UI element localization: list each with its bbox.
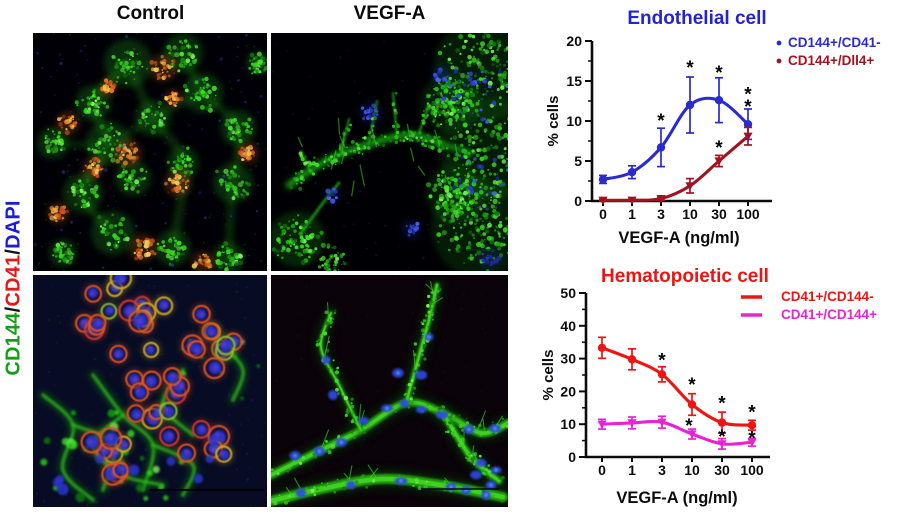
x-axis-label: VEGF-A (ng/ml) [618,229,739,247]
y-axis-label: % cells [545,96,562,147]
significance-star: * [658,351,666,372]
svg-text:30: 30 [711,206,727,222]
significance-star: * [688,375,696,396]
stain-cd144-label: CD144 [2,312,25,376]
significance-star: * [686,58,694,79]
legend-marker-dot [776,58,782,64]
axis-ticks [585,40,749,206]
significance-star: * [657,111,665,132]
stain-slash-1: / [2,306,25,313]
significance-star: * [715,138,723,159]
svg-text:0: 0 [568,449,576,465]
stain-label: CD144/CD41/DAPI [3,200,26,375]
legend-label: CD41+/CD144- [781,289,874,304]
svg-text:3: 3 [657,206,665,222]
svg-text:20: 20 [566,33,582,49]
significance-star: * [748,402,756,423]
svg-text:15: 15 [566,73,582,89]
significance-annotations: ** **** [657,58,752,159]
legend-label: CD41+/CD144+ [781,307,877,322]
svg-text:10: 10 [560,416,576,432]
significance-star: * [744,97,752,118]
axis-ticks [579,292,753,462]
stain-dapi-label: DAPI [2,200,25,249]
axes [584,293,770,459]
significance-star: * [718,427,726,448]
significance-star: * [718,393,726,414]
svg-text:10: 10 [684,462,700,478]
significance-star: * [744,84,752,105]
chart-hematopoietic-cell: 0 10 20 30 40 50 0 1 3 10 30 100 % cells VEGF-A (ng/m… [540,266,877,507]
stain-slash-2: / [2,248,25,255]
legend-marker-dot [776,40,782,46]
svg-text:5: 5 [574,153,582,169]
stain-cd41-label: CD41 [2,254,25,307]
axis-tick-labels: 0 10 20 30 40 50 0 1 3 10 30 100 [560,285,763,478]
series-CD41+/CD144+ [597,415,757,450]
svg-text:1: 1 [628,206,636,222]
svg-text:30: 30 [560,351,576,367]
significance-star: * [715,63,723,84]
significance-star: * [748,428,756,449]
x-axis-label: VEGF-A (ng/ml) [616,489,737,507]
svg-text:100: 100 [736,206,760,222]
chart-title: Endothelial cell [627,8,766,29]
svg-text:0: 0 [574,193,582,209]
axis-tick-labels: 0 5 10 15 20 0 1 3 10 30 100 [566,33,759,222]
micrograph-vegfa-hematopoietic [271,275,508,507]
legend: CD144+/CD41- CD144+/Dll4+ [776,35,881,68]
svg-text:0: 0 [598,462,606,478]
svg-text:0: 0 [599,206,607,222]
series-CD144+/Dll4+ [598,126,753,205]
column-header-vegfa: VEGF-A [353,3,426,24]
chart-title: Hematopoietic cell [601,266,769,287]
svg-text:50: 50 [560,285,576,301]
micrograph-control-hematopoietic [33,275,267,507]
chart-endothelial-cell: 0 5 10 15 20 0 1 3 10 30 100 % cells VEGF-A (ng/ml) E… [545,8,881,247]
svg-text:100: 100 [740,462,764,478]
svg-text:40: 40 [560,318,576,334]
svg-text:10: 10 [566,113,582,129]
svg-text:20: 20 [560,383,576,399]
legend: CD41+/CD144- CD41+/CD144+ [741,289,877,322]
legend-label: CD144+/CD41- [788,35,881,50]
series-CD41+/CD144- [597,336,757,434]
significance-star: * [685,416,693,437]
legend-label: CD144+/Dll4+ [788,53,874,68]
y-axis-label: % cells [540,350,557,401]
svg-text:3: 3 [658,462,666,478]
micrograph-control-endothelial [33,33,267,271]
significance-annotations: * * * * * * * [658,351,756,450]
svg-text:10: 10 [682,206,698,222]
svg-text:30: 30 [714,462,730,478]
micrograph-vegfa-endothelial [271,33,508,271]
column-header-control: Control [116,3,185,24]
series-CD144+/CD41- [598,76,753,185]
svg-text:1: 1 [628,462,636,478]
